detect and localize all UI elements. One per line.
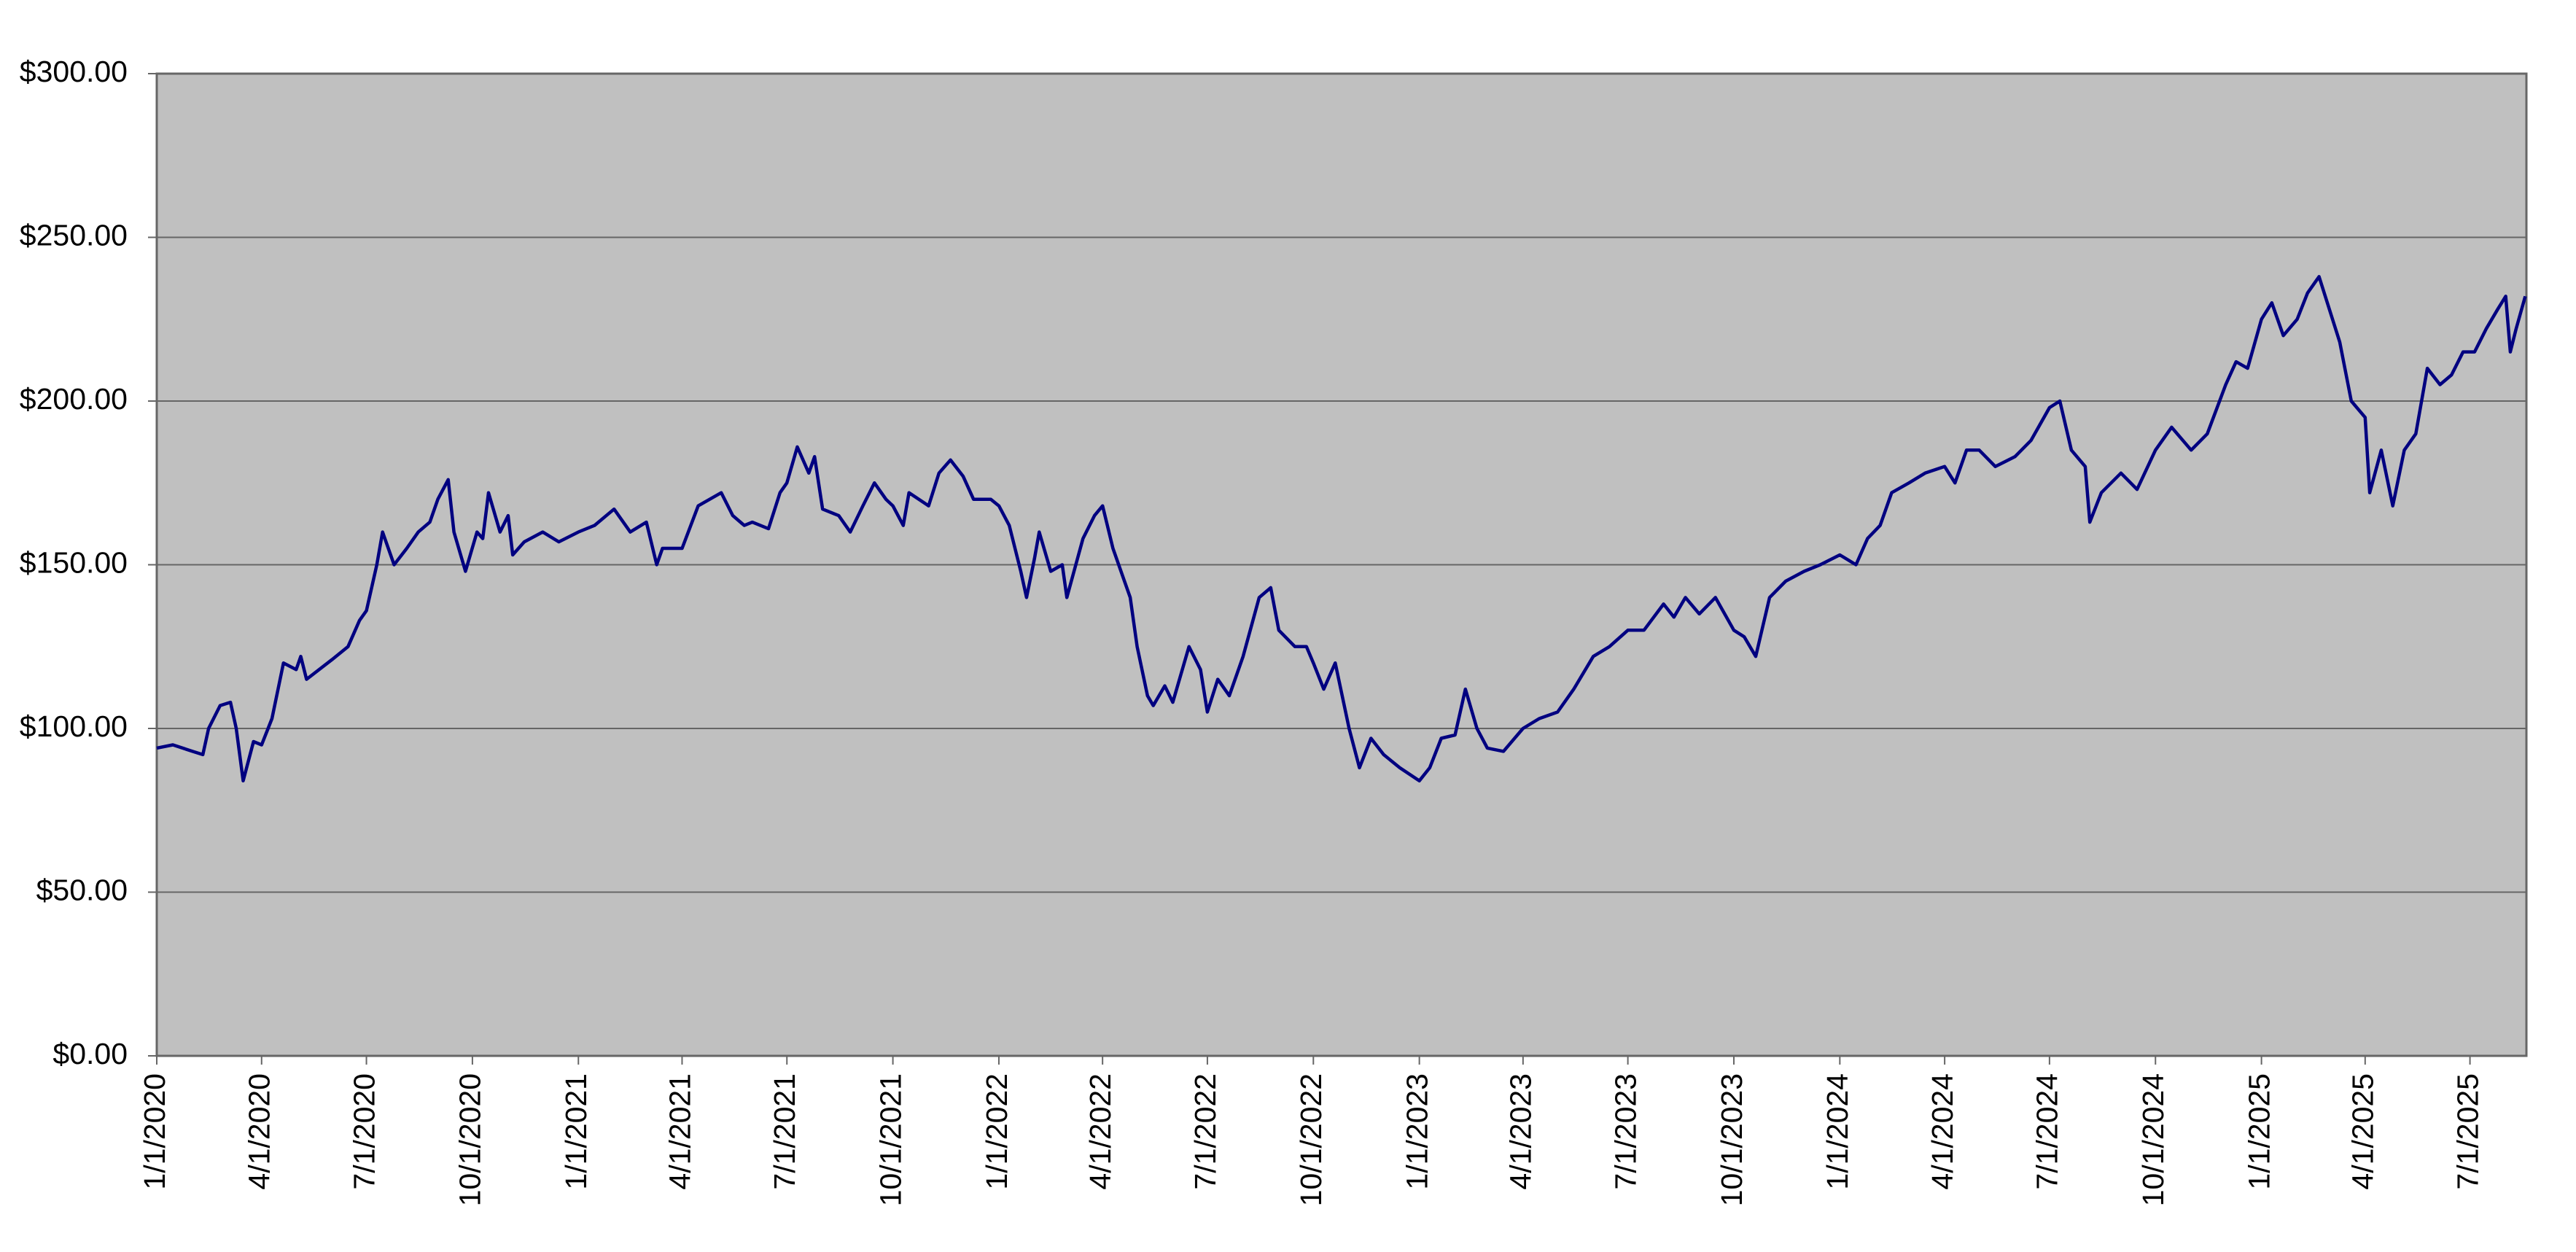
x-tick-label: 4/1/2020 — [243, 1073, 276, 1190]
y-tick-label: $200.00 — [20, 382, 128, 416]
x-tick-label: 4/1/2022 — [1083, 1073, 1117, 1190]
x-tick-label: 1/1/2025 — [2242, 1073, 2276, 1190]
x-tick-label: 10/1/2023 — [1715, 1073, 1748, 1206]
x-tick-label: 4/1/2024 — [1926, 1073, 1959, 1190]
x-tick-label: 7/1/2023 — [1608, 1073, 1642, 1190]
x-tick-label: 7/1/2024 — [2031, 1073, 2064, 1190]
x-tick-label: 7/1/2022 — [1188, 1073, 1222, 1190]
x-tick-label: 1/1/2021 — [559, 1073, 593, 1190]
x-tick-label: 4/1/2025 — [2346, 1073, 2380, 1190]
x-tick-label: 10/1/2021 — [873, 1073, 907, 1206]
x-tick-label: 4/1/2023 — [1504, 1073, 1538, 1190]
x-tick-label: 1/1/2022 — [980, 1073, 1013, 1190]
x-tick-label: 10/1/2022 — [1294, 1073, 1328, 1206]
y-tick-label: $300.00 — [20, 55, 128, 88]
price-line — [156, 275, 2527, 783]
y-tick-label: $150.00 — [20, 545, 128, 579]
x-tick-label: 7/1/2021 — [768, 1073, 801, 1190]
x-tick-label: 1/1/2023 — [1400, 1073, 1433, 1190]
x-tick-label: 7/1/2025 — [2451, 1073, 2484, 1190]
plot-border — [155, 72, 2528, 1057]
x-tick-label: 1/1/2024 — [1821, 1073, 1854, 1190]
x-tick-label: 4/1/2021 — [663, 1073, 696, 1190]
x-tick-label: 1/1/2020 — [138, 1073, 171, 1190]
y-tick-label: $0.00 — [52, 1037, 128, 1070]
x-tick-label: 10/1/2024 — [2136, 1073, 2170, 1206]
y-tick-label: $250.00 — [20, 218, 128, 252]
x-tick-label: 10/1/2020 — [454, 1073, 487, 1206]
y-tick-label: $100.00 — [20, 709, 128, 743]
y-tick-label: $50.00 — [36, 873, 128, 906]
x-tick-label: 7/1/2020 — [347, 1073, 381, 1190]
